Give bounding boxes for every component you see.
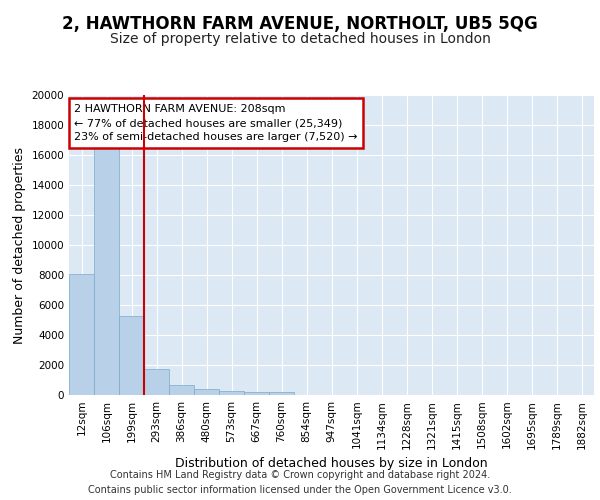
Bar bbox=[94, 144, 119, 395]
Bar bbox=[244, 392, 269, 395]
Bar bbox=[69, 274, 94, 395]
Bar bbox=[144, 369, 169, 395]
Text: Contains HM Land Registry data © Crown copyright and database right 2024.
Contai: Contains HM Land Registry data © Crown c… bbox=[88, 470, 512, 495]
Y-axis label: Number of detached properties: Number of detached properties bbox=[13, 146, 26, 344]
Bar bbox=[269, 392, 294, 395]
Bar bbox=[194, 390, 219, 395]
Bar bbox=[119, 316, 144, 395]
Text: 2 HAWTHORN FARM AVENUE: 208sqm
← 77% of detached houses are smaller (25,349)
23%: 2 HAWTHORN FARM AVENUE: 208sqm ← 77% of … bbox=[74, 104, 358, 142]
Text: 2, HAWTHORN FARM AVENUE, NORTHOLT, UB5 5QG: 2, HAWTHORN FARM AVENUE, NORTHOLT, UB5 5… bbox=[62, 15, 538, 33]
Text: Size of property relative to detached houses in London: Size of property relative to detached ho… bbox=[110, 32, 490, 46]
X-axis label: Distribution of detached houses by size in London: Distribution of detached houses by size … bbox=[175, 457, 488, 470]
Bar bbox=[169, 384, 194, 395]
Bar bbox=[219, 391, 244, 395]
